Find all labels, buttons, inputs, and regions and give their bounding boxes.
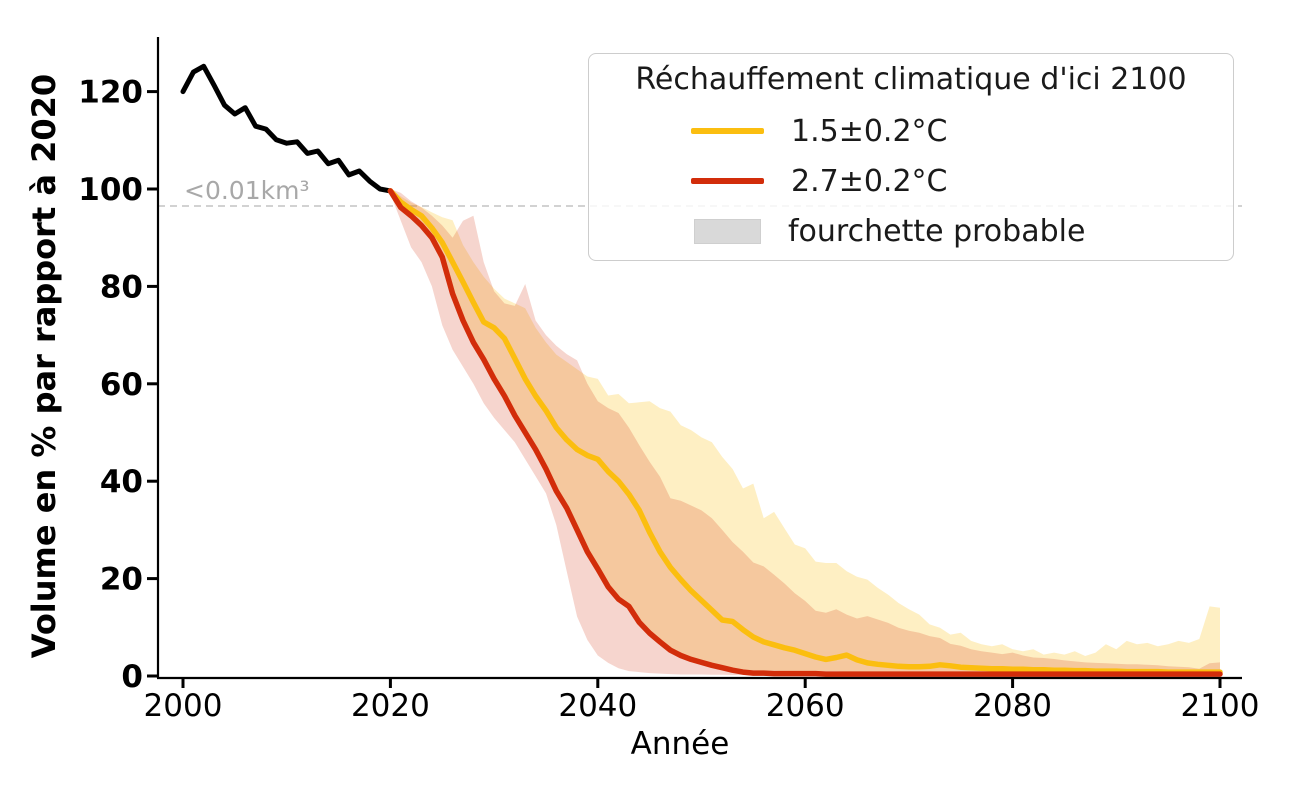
y-tick-label: 120 <box>78 75 143 111</box>
line-historique <box>180 63 393 194</box>
x-tick-label: 2060 <box>766 688 845 724</box>
threshold-annotation: <0.01km³ <box>184 176 310 205</box>
line-2.7±0.2°C <box>387 188 1223 677</box>
y-axis-label: Volume en % par rapport à 2020 <box>25 73 63 659</box>
y-tick-label: 100 <box>78 172 143 208</box>
y-tick-label: 20 <box>100 562 143 598</box>
axes-spines <box>156 37 1242 680</box>
x-axis-label: Année <box>630 726 730 762</box>
legend-swatch-yellow-line <box>691 128 764 134</box>
legend-title: Réchauffement climatique d'ici 2100 <box>635 62 1187 97</box>
band-1.5±0.2°C <box>390 189 1220 674</box>
x-tick-label: 2000 <box>144 688 223 724</box>
uncertainty-bands <box>390 189 1220 676</box>
x-tick-label: 2020 <box>351 688 430 724</box>
y-tick-label: 0 <box>121 659 143 695</box>
x-tick-label: 2040 <box>558 688 637 724</box>
line-1.5±0.2°C <box>387 188 1223 675</box>
legend-label: 2.7±0.2°C <box>791 163 948 199</box>
legend-label: 1.5±0.2°C <box>791 113 948 149</box>
band-2.7±0.2°C <box>390 189 1220 676</box>
y-tick-label: 40 <box>100 464 143 500</box>
data-lines <box>180 63 1223 677</box>
y-tick-label: 80 <box>100 269 143 305</box>
y-tick-label: 60 <box>100 367 143 403</box>
x-tick-label: 2080 <box>973 688 1052 724</box>
legend-item-1-5C: 1.5±0.2°C <box>589 106 1233 156</box>
legend-swatch-red-line <box>691 178 764 184</box>
legend: Réchauffement climatique d'ici 2100 1.5±… <box>588 53 1234 261</box>
x-tick-label: 2100 <box>1181 688 1260 724</box>
legend-item-2-7C: 2.7±0.2°C <box>589 156 1233 206</box>
legend-swatch-gray-patch <box>694 218 761 244</box>
legend-item-likely-range: fourchette probable <box>589 206 1233 256</box>
axis-ticks <box>147 90 1222 688</box>
legend-label: fourchette probable <box>788 213 1086 249</box>
